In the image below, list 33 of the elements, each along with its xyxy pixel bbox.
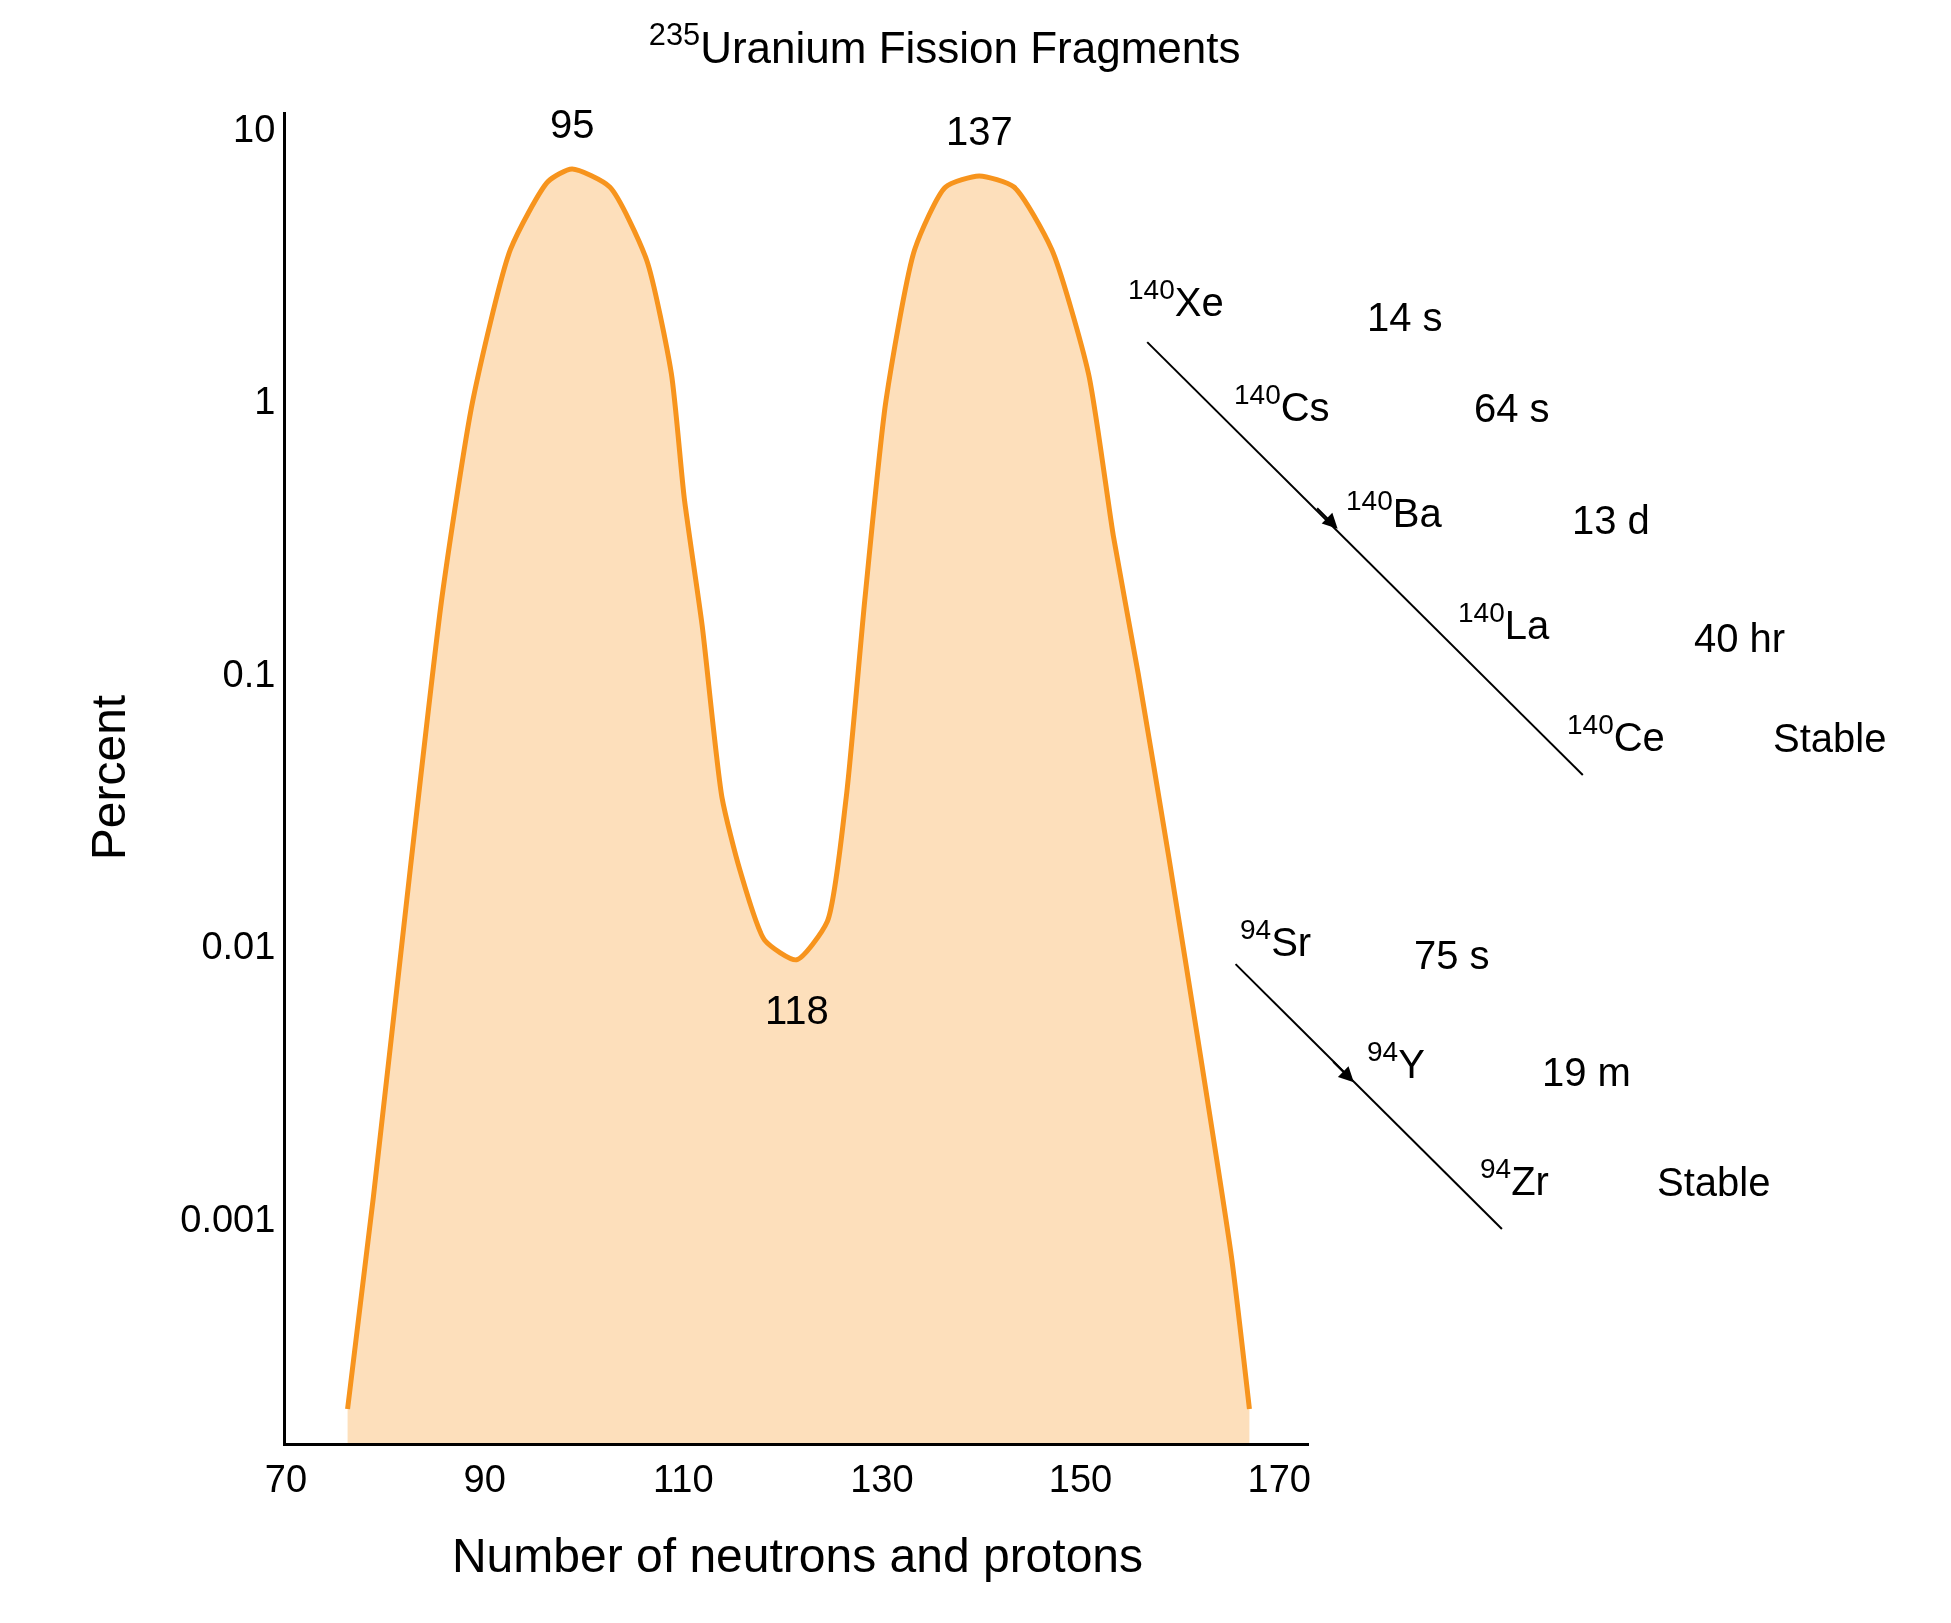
text: 40 hr [1694,616,1786,660]
chart-title: $^{235}$Uranium Fission Fragments [648,16,1241,73]
annotation: $^{94}$Sr [1240,914,1312,964]
x-tick-label: 170 [1247,1457,1311,1500]
x-axis-title: Number of neutrons and protons [451,1528,1144,1582]
x-tick-label: 130 [850,1457,914,1500]
text: Stable [1773,716,1887,760]
text: 14 s [1367,295,1443,339]
x-tick-label: 110 [652,1457,714,1500]
y-tick-label: 0.001 [180,1197,276,1240]
text: $^{140}$Ce [1567,709,1665,759]
text: $^{140}$La [1458,597,1550,647]
text: 19 m [1542,1050,1631,1094]
text: 75 s [1414,933,1490,977]
annotation: 95 [550,102,595,146]
text: Stable [1657,1160,1771,1204]
y-tick-label: 1 [254,380,276,423]
y-tick-label: 0.1 [222,652,276,695]
annotation: $^{140}$Cs [1234,379,1330,429]
y-tick-label: 10 [233,107,276,150]
x-tick-label: 70 [264,1457,308,1500]
annotation: 137 [946,109,1013,153]
text: $^{140}$Ba [1346,485,1443,535]
x-tick-label: 150 [1048,1457,1113,1500]
x-tick-label: 90 [463,1457,506,1500]
text: $^{94}$Zr [1480,1153,1549,1203]
text: 13 d [1572,498,1650,542]
text: $^{94}$Y [1367,1036,1425,1086]
y-axis-title: Percent [82,694,136,861]
text: 64 s [1474,386,1550,430]
annotation: $^{140}$Xe [1128,274,1224,324]
annotation: 118 [765,988,829,1032]
y-tick-label: 0.01 [201,925,276,968]
